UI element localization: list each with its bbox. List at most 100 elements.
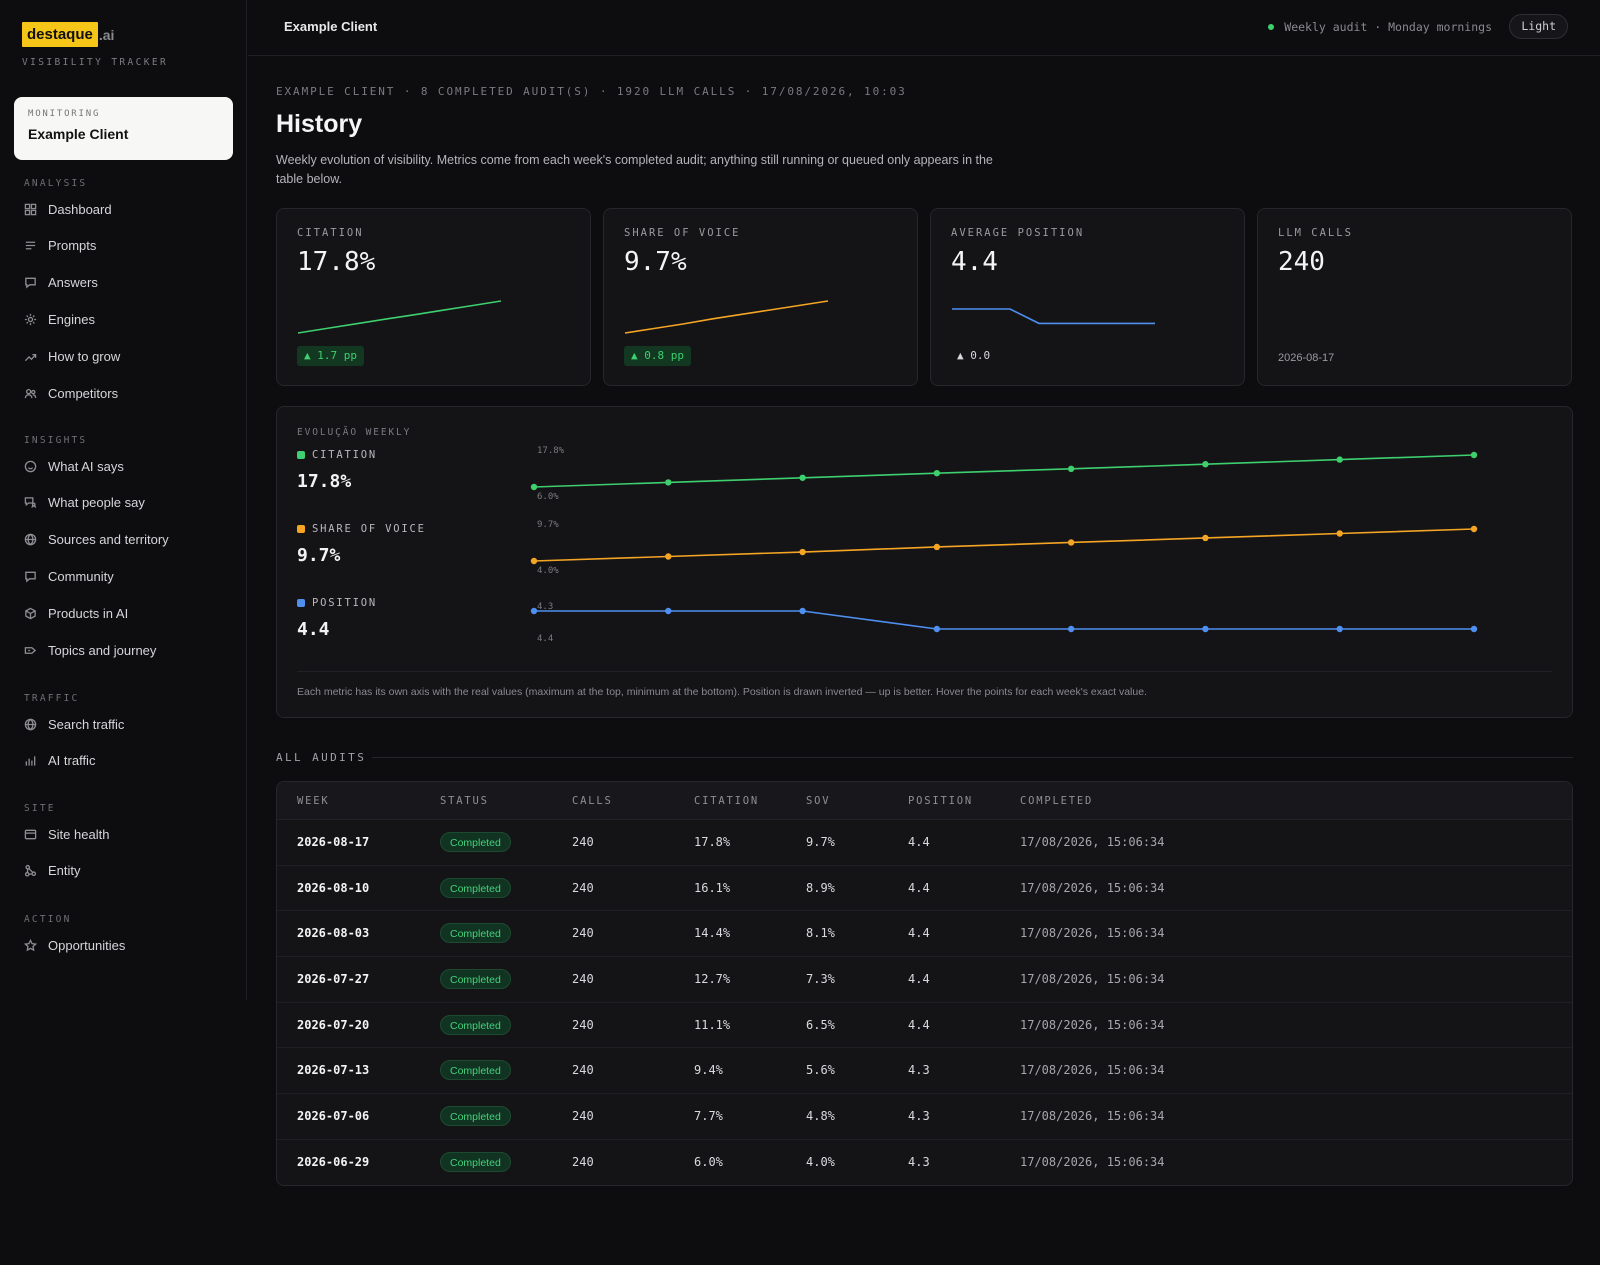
- data-point[interactable]: 2026-08-03: 14.4: [1202, 461, 1209, 468]
- data-point[interactable]: 2026-07-06: 7.7: [665, 479, 672, 486]
- cell-citation: 9.4%: [694, 1063, 723, 1078]
- kpi-label: SHARE OF VOICE: [624, 227, 741, 239]
- kpi-label: LLM CALLS: [1278, 227, 1353, 239]
- column-header-citation[interactable]: CITATION: [694, 795, 759, 807]
- grid-icon: [24, 203, 37, 215]
- sidebar-item-search-traffic[interactable]: Search traffic: [24, 714, 124, 734]
- data-point[interactable]: 2026-06-29: 6: [530, 483, 538, 491]
- sidebar-item-opportunities[interactable]: Opportunities: [24, 935, 125, 955]
- cell-sov: 4.0%: [806, 1154, 835, 1169]
- sidebar-item-topics-and-journey[interactable]: Topics and journey: [24, 640, 156, 660]
- nodes-icon: [24, 865, 37, 877]
- data-point[interactable]: 2026-08-10: 4.4: [1336, 625, 1343, 633]
- breadcrumb: EXAMPLE CLIENT · 8 COMPLETED AUDIT(S) · …: [276, 85, 907, 98]
- topbar-title: Example Client: [284, 19, 378, 34]
- table-row[interactable]: 2026-06-29 Completed 240 6.0% 4.0% 4.3 17/08/2…: [277, 1140, 1572, 1185]
- data-point[interactable]: 2026-08-03: 4.4: [1202, 625, 1209, 633]
- column-header-completed[interactable]: COMPLETED: [1020, 795, 1094, 807]
- table-row[interactable]: 2026-08-03 Completed 240 14.4% 8.1% 4.4 17/08/…: [277, 911, 1572, 958]
- cell-calls: 240: [572, 1109, 594, 1124]
- sidebar-item-engines[interactable]: Engines: [24, 309, 95, 329]
- cell-calls: 240: [572, 835, 594, 849]
- data-point[interactable]: 2026-07-20: 11.1: [933, 469, 941, 477]
- data-point[interactable]: 2026-07-20: 6.5: [933, 543, 941, 551]
- sidebar-item-label: Search traffic: [48, 716, 125, 732]
- sidebar-item-how-to-grow[interactable]: How to grow: [24, 346, 120, 366]
- window-icon: [24, 829, 37, 839]
- data-point[interactable]: 2026-08-17: 17.8: [1470, 451, 1478, 459]
- data-point[interactable]: 2026-07-13: 9.4: [799, 474, 806, 481]
- sidebar-item-competitors[interactable]: Competitors: [24, 383, 118, 403]
- sidebar-item-label: How to grow: [48, 348, 121, 364]
- kpi-delta: ▲ 1.7 pp: [297, 346, 364, 366]
- sidebar-item-label: Products in AI: [48, 605, 129, 621]
- sidebar-item-ai-traffic[interactable]: AI traffic: [24, 751, 95, 771]
- table-row[interactable]: 2026-07-27 Completed 240 12.7% 7.3% 4.4 17/08/…: [277, 957, 1572, 1003]
- globe-icon: [24, 533, 37, 546]
- logo[interactable]: destaque .ai: [22, 22, 114, 47]
- cell-week: 2026-08-10: [297, 880, 370, 895]
- data-point[interactable]: 2026-08-17: 4.4: [1470, 625, 1478, 633]
- cell-calls: 240: [572, 880, 594, 895]
- table-row[interactable]: 2026-07-13 Completed 240 9.4% 5.6% 4.3 17/08/2…: [277, 1048, 1572, 1095]
- sidebar-item-entity[interactable]: Entity: [24, 861, 81, 881]
- data-point[interactable]: 2026-06-29: 4: [530, 557, 538, 565]
- trend-up-icon: [24, 353, 37, 361]
- chat-icon: [25, 571, 36, 583]
- column-header-status[interactable]: STATUS: [440, 795, 489, 807]
- column-header-sov[interactable]: SOV: [806, 795, 831, 807]
- sidebar-item-community[interactable]: Community: [24, 566, 114, 586]
- theme-toggle-button[interactable]: Light: [1509, 14, 1568, 39]
- data-point[interactable]: 2026-07-27: 12.7: [1067, 465, 1075, 473]
- data-point[interactable]: 2026-07-27: 4.4: [1067, 625, 1075, 633]
- data-point[interactable]: 2026-07-20: 4.4: [933, 625, 941, 633]
- sidebar-item-answers[interactable]: Answers: [24, 273, 98, 293]
- kpi-delta: ▲ 0.8 pp: [624, 346, 691, 366]
- table-row[interactable]: 2026-08-10 Completed 240 16.1% 8.9% 4.4 17/08/…: [277, 866, 1572, 912]
- status-dot-icon: [1268, 24, 1275, 30]
- bar-chart-icon: [25, 756, 36, 766]
- legend-label: SHARE OF VOICE: [312, 523, 426, 535]
- column-header-week[interactable]: WEEK: [297, 795, 330, 807]
- cell-calls: 240: [572, 1063, 594, 1078]
- logo-ext: .ai: [98, 26, 115, 43]
- sidebar-item-dashboard[interactable]: Dashboard: [24, 199, 112, 219]
- data-point[interactable]: 2026-07-13: 5.6: [799, 548, 806, 556]
- sidebar-item-what-people-say[interactable]: What people say: [24, 493, 145, 513]
- data-point[interactable]: 2026-07-06: 4.3: [665, 607, 672, 615]
- axis-max-label: 9.7%: [537, 520, 559, 530]
- sidebar-item-products-in-ai[interactable]: Products in AI: [24, 603, 128, 623]
- column-header-position[interactable]: POSITION: [908, 795, 973, 807]
- cell-completed: 17/08/2026, 15:06:34: [1020, 835, 1165, 849]
- nav-section-traffic: TRAFFIC: [24, 693, 80, 704]
- data-point[interactable]: 2026-08-10: 8.9: [1336, 530, 1343, 537]
- data-point[interactable]: 2026-08-10: 16.1: [1336, 456, 1343, 463]
- column-header-calls[interactable]: CALLS: [572, 795, 613, 807]
- sidebar-item-sources-and-territory[interactable]: Sources and territory: [24, 530, 169, 550]
- table-row[interactable]: 2026-08-17 Completed 240 17.8% 9.7% 4.4 17/08/…: [277, 820, 1572, 866]
- table-row[interactable]: 2026-07-06 Completed 240 7.7% 4.8% 4.3 17/08/2…: [277, 1094, 1572, 1140]
- cell-position: 4.4: [908, 926, 930, 941]
- axis-min-label: 4.4: [537, 634, 553, 644]
- data-point[interactable]: 2026-06-29: 4.3: [530, 607, 538, 615]
- cell-position: 4.4: [908, 880, 930, 895]
- sidebar-item-prompts[interactable]: Prompts: [24, 236, 96, 256]
- logo-main: destaque: [22, 22, 98, 47]
- data-point[interactable]: 2026-07-27: 7.3: [1067, 539, 1075, 546]
- data-point[interactable]: 2026-08-17: 9.7: [1470, 525, 1478, 533]
- section-title-all-audits: ALL AUDITS: [276, 751, 367, 764]
- legend-value: 4.4: [297, 619, 330, 640]
- data-point[interactable]: 2026-07-06: 4.8: [665, 553, 672, 560]
- data-point[interactable]: 2026-08-03: 8.1: [1202, 534, 1209, 542]
- sidebar-item-site-health[interactable]: Site health: [24, 824, 109, 844]
- cell-completed: 17/08/2026, 15:06:34: [1020, 1017, 1165, 1032]
- sidebar-item-what-ai-says[interactable]: What AI says: [24, 456, 124, 476]
- cell-position: 4.4: [908, 1017, 930, 1032]
- legend-swatch: [297, 525, 305, 533]
- cell-sov: 9.7%: [806, 835, 835, 849]
- chart-title: EVOLUÇÃO WEEKLY: [297, 427, 412, 438]
- monitoring-card[interactable]: MONITORING Example Client: [14, 97, 233, 160]
- data-point[interactable]: 2026-07-13: 4.3: [799, 607, 806, 615]
- table-row[interactable]: 2026-07-20 Completed 240 11.1% 6.5% 4.4 17/08/…: [277, 1003, 1572, 1049]
- axis-min-label: 6.0%: [537, 492, 559, 502]
